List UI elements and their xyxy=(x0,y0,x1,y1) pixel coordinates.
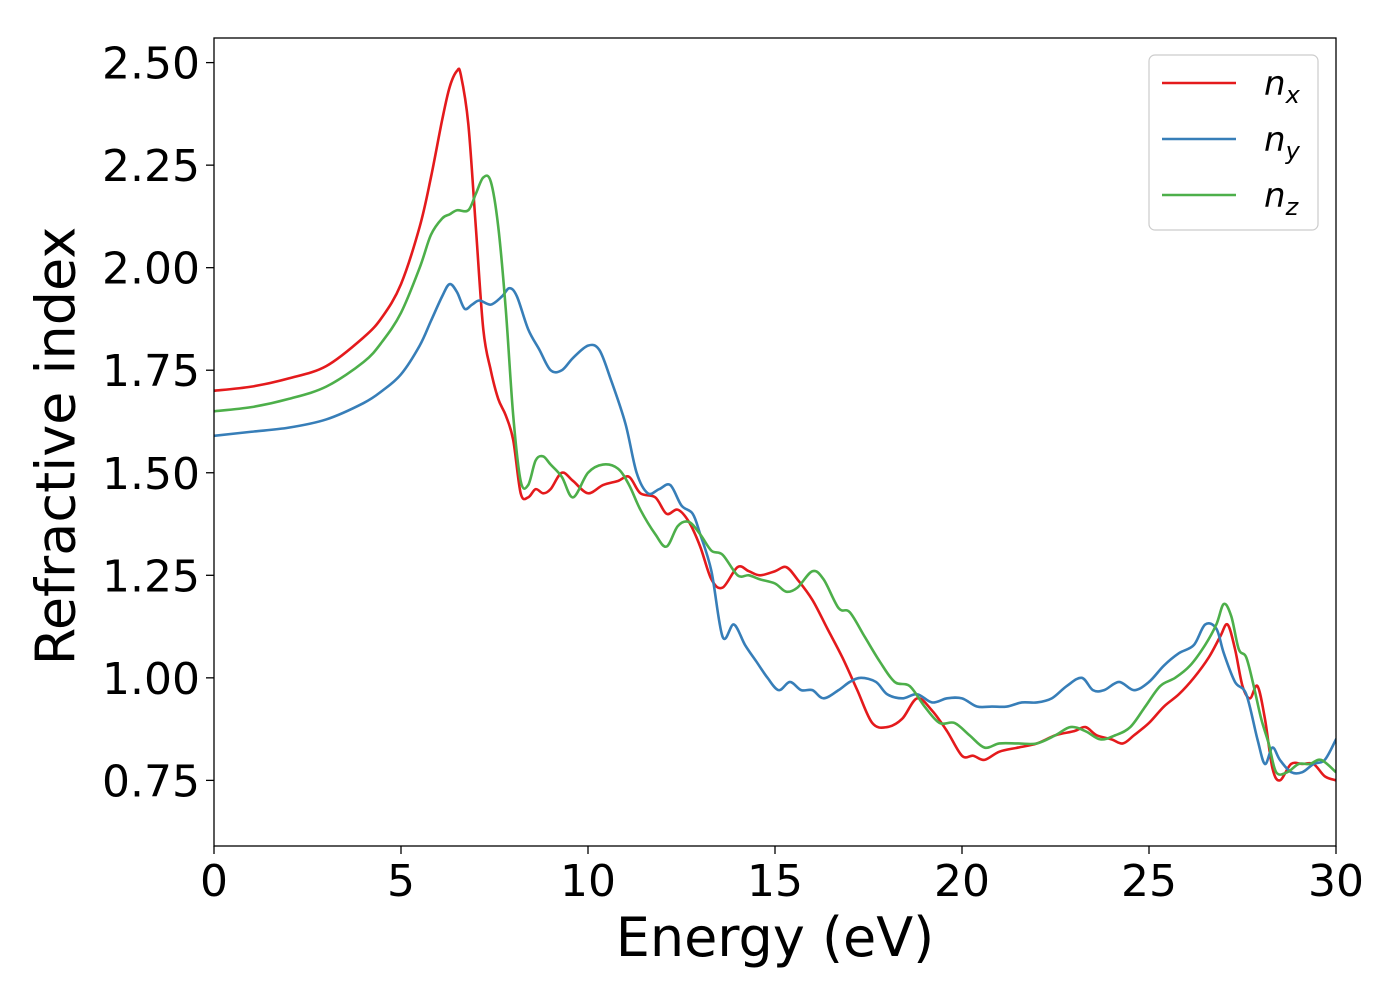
x-tick-label: 10 xyxy=(560,856,616,907)
x-tick-label: 20 xyxy=(934,856,990,907)
y-tick-label: 2.25 xyxy=(102,141,200,192)
y-axis: 0.75 1.00 1.25 1.50 1.75 2.00 2.25 2.50 xyxy=(102,39,214,807)
y-tick-label: 2.50 xyxy=(102,39,200,90)
x-axis: 0 5 10 15 20 25 30 xyxy=(200,846,1364,907)
legend-label-x: nx xyxy=(1264,64,1301,109)
series-line-z xyxy=(214,174,1336,776)
x-tick-label: 5 xyxy=(387,856,415,907)
legend-label-y: ny xyxy=(1264,120,1301,165)
x-tick-label: 15 xyxy=(747,856,803,907)
legend-label-base: n xyxy=(1264,120,1286,160)
series-layer xyxy=(214,67,1336,782)
y-tick-label: 1.25 xyxy=(102,551,200,602)
legend-label-subscript: x xyxy=(1285,81,1301,109)
y-tick-label: 1.50 xyxy=(102,449,200,500)
x-tick-label: 0 xyxy=(200,856,228,907)
y-axis-title: Refractive index xyxy=(25,227,88,666)
y-tick-label: 1.75 xyxy=(102,346,200,397)
y-tick-label: 0.75 xyxy=(102,756,200,807)
x-tick-label: 30 xyxy=(1308,856,1364,907)
series-line-x xyxy=(214,67,1336,782)
legend-label-base: n xyxy=(1264,176,1286,216)
legend-label-base: n xyxy=(1264,64,1286,104)
y-tick-label: 1.00 xyxy=(102,654,200,705)
legend-box xyxy=(1148,54,1319,231)
y-tick-label: 2.00 xyxy=(102,244,200,295)
x-axis-title: Energy (eV) xyxy=(616,906,935,969)
legend-label-subscript: z xyxy=(1285,193,1300,221)
series-line-y xyxy=(214,282,1336,775)
x-tick-label: 25 xyxy=(1121,856,1177,907)
legend-label-subscript: y xyxy=(1285,137,1301,165)
legend-label-z: nz xyxy=(1264,176,1300,221)
